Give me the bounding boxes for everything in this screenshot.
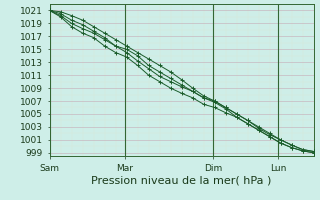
X-axis label: Pression niveau de la mer( hPa ): Pression niveau de la mer( hPa ) [92, 175, 272, 185]
